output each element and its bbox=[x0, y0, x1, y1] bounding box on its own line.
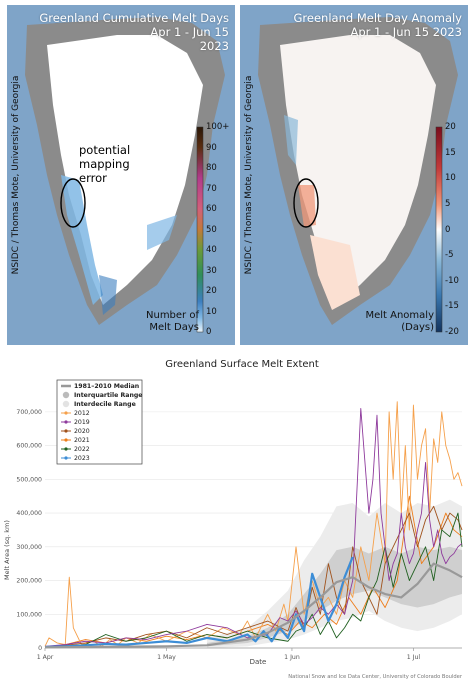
y-tick-label: 100,000 bbox=[16, 611, 42, 618]
right-credit-text: NSIDC / Thomas Mote, University of Georg… bbox=[244, 75, 254, 275]
left-cb-title2: Melt Days bbox=[149, 322, 199, 333]
colorbar-tick-label: 40 bbox=[206, 245, 217, 255]
legend-swatch bbox=[62, 400, 70, 408]
colorbar-tick-label: 0 bbox=[206, 327, 212, 337]
greenland-map-right bbox=[258, 17, 458, 333]
legend-label: 2020 bbox=[74, 428, 90, 435]
legend-marker bbox=[64, 420, 68, 424]
colorbar-tick-label: 100+ bbox=[206, 122, 230, 132]
legend-label: Interquartile Range bbox=[74, 392, 143, 399]
x-axis-label: Date bbox=[250, 658, 267, 666]
left-credit-text: NSIDC / Thomas Mote, University of Georg… bbox=[11, 75, 21, 275]
anomaly-positive-west bbox=[298, 185, 316, 227]
melt-extent-chart: Greenland Surface Melt Extent 0 100,000 20… bbox=[3, 359, 463, 680]
y-tick-label: 600,000 bbox=[16, 443, 42, 450]
annot-line1: potential bbox=[79, 143, 131, 157]
legend-label: Interdecile Range bbox=[74, 401, 136, 408]
chart-title: Greenland Surface Melt Extent bbox=[165, 359, 319, 370]
legend-label: 2012 bbox=[74, 410, 90, 417]
y-axis-label: Melt Area (sq. km) bbox=[3, 520, 11, 580]
colorbar-tick-label: 80 bbox=[206, 163, 217, 173]
colorbar-tick-label: -15 bbox=[445, 301, 459, 312]
melt-region-east bbox=[147, 215, 177, 250]
colorbar-tick-label: -5 bbox=[445, 250, 454, 261]
right-title-line1: Greenland Melt Day Anomaly bbox=[293, 11, 462, 25]
colorbar-tick-label: 20 bbox=[445, 122, 456, 132]
median-line bbox=[44, 562, 463, 649]
colorbar-right bbox=[435, 126, 443, 333]
legend-label: 2021 bbox=[74, 437, 90, 444]
y-tick-label: 300,000 bbox=[16, 544, 42, 551]
series-line-2020 bbox=[44, 505, 463, 648]
anomaly-negative-west bbox=[284, 115, 298, 165]
colorbar-tick-label: 50 bbox=[206, 224, 217, 235]
legend-label: 2022 bbox=[74, 446, 90, 453]
colorbar-tick-label: 60 bbox=[206, 204, 217, 214]
legend-marker bbox=[64, 456, 68, 460]
colorbar-tick-label: 30 bbox=[206, 265, 217, 276]
legend-marker bbox=[64, 447, 68, 451]
chart-legend: 1981–2010 Median Interquartile Range Inter… bbox=[56, 379, 143, 465]
x-tick-label: 1 Apr bbox=[37, 654, 54, 661]
melt-anomaly-map: Greenland Melt Day Anomaly Apr 1 - Jun 1… bbox=[240, 5, 468, 345]
left-colorbar-title: Number of Melt Days bbox=[146, 310, 199, 334]
right-cb-title2: (Days) bbox=[401, 322, 434, 333]
right-credit: NSIDC / Thomas Mote, University of Georg… bbox=[242, 5, 256, 345]
colorbar-tick-label: -10 bbox=[445, 275, 459, 286]
x-tick-label: 1 Jul bbox=[407, 654, 421, 661]
colorbar-tick-label: 10 bbox=[445, 173, 456, 184]
series-line-2019 bbox=[44, 408, 463, 647]
right-title-line2: Apr 1 - Jun 15 2023 bbox=[350, 25, 462, 39]
legend-label: 1981–2010 Median bbox=[74, 383, 139, 390]
anomaly-circle bbox=[293, 178, 319, 228]
colorbar-tick-label: 10 bbox=[206, 306, 217, 317]
melt-region-west bbox=[61, 175, 103, 305]
colorbar-tick-label: 15 bbox=[445, 147, 456, 158]
colorbar-tick-label: -20 bbox=[445, 327, 459, 337]
right-colorbar-title: Melt Anomaly (Days) bbox=[365, 310, 434, 334]
anomaly-sheet bbox=[280, 35, 436, 305]
melt-region-south bbox=[99, 275, 117, 315]
colorbar-tick-label: 0 bbox=[445, 224, 451, 235]
y-tick-label: 400,000 bbox=[16, 510, 42, 517]
colorbar-left bbox=[196, 126, 204, 333]
left-cb-title1: Number of bbox=[146, 310, 199, 321]
chart-bands bbox=[206, 499, 462, 648]
y-tick-label: 700,000 bbox=[16, 409, 42, 416]
chart-axes: 0 100,000 200,000 300,000 400,000 500,000 600,… bbox=[16, 409, 462, 661]
y-tick-label: 0 bbox=[38, 645, 42, 652]
left-title-line3: 2023 bbox=[199, 39, 229, 53]
source-credit: National Snow and Ice Data Center, Unive… bbox=[288, 674, 463, 680]
cumulative-melt-map: Greenland Cumulative Melt Days Apr 1 - J… bbox=[7, 5, 235, 345]
legend-marker bbox=[64, 411, 68, 415]
x-tick-label: 1 Jun bbox=[284, 654, 300, 661]
left-title-line1: Greenland Cumulative Melt Days bbox=[39, 11, 229, 25]
right-map-title: Greenland Melt Day Anomaly Apr 1 - Jun 1… bbox=[294, 11, 462, 39]
greenland-map-left bbox=[25, 17, 225, 333]
y-tick-label: 200,000 bbox=[16, 578, 42, 585]
legend-swatch bbox=[62, 391, 70, 399]
colorbar-tick-label: 90 bbox=[206, 142, 217, 153]
colorbar-tick-label: 20 bbox=[206, 286, 217, 296]
x-tick-label: 1 May bbox=[157, 654, 176, 661]
chart-series bbox=[44, 401, 463, 649]
legend-marker bbox=[64, 438, 68, 442]
series-line-2012 bbox=[44, 401, 463, 647]
colorbar-tick-label: 5 bbox=[445, 198, 451, 209]
legend-label: 2023 bbox=[74, 455, 90, 462]
colorbar-tick-label: 70 bbox=[206, 183, 217, 194]
y-tick-label: 500,000 bbox=[16, 476, 42, 483]
annot-line3: error bbox=[79, 171, 107, 185]
left-title-line2: Apr 1 - Jun 15 bbox=[150, 25, 229, 39]
left-map-title: Greenland Cumulative Melt Days Apr 1 - J… bbox=[39, 11, 229, 53]
legend-marker bbox=[64, 429, 68, 433]
right-cb-title1: Melt Anomaly bbox=[365, 310, 434, 321]
legend-box bbox=[56, 379, 143, 465]
anomaly-positive-south bbox=[310, 235, 360, 310]
left-credit: NSIDC / Thomas Mote, University of Georg… bbox=[9, 5, 23, 345]
mapping-error-annotation: potential mapping error bbox=[79, 143, 130, 185]
legend-label: 2019 bbox=[74, 419, 90, 426]
annot-line2: mapping bbox=[79, 157, 130, 171]
mapping-error-circle bbox=[60, 178, 86, 228]
